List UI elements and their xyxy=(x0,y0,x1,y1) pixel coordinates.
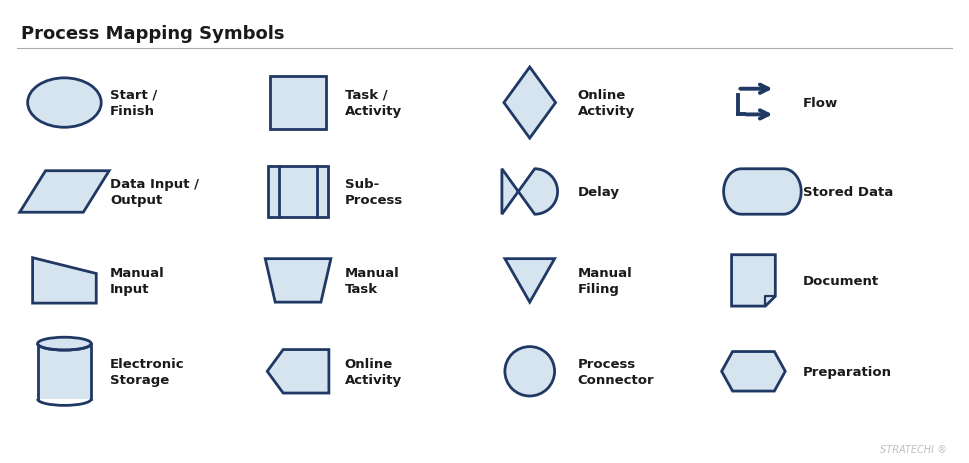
Bar xyxy=(268,166,328,218)
Polygon shape xyxy=(724,169,801,215)
Text: Flow: Flow xyxy=(803,97,838,110)
Polygon shape xyxy=(266,259,330,302)
Text: Task /
Activity: Task / Activity xyxy=(345,88,402,118)
Ellipse shape xyxy=(28,79,101,128)
Ellipse shape xyxy=(38,338,91,350)
Text: Delay: Delay xyxy=(578,186,619,199)
Text: Online
Activity: Online Activity xyxy=(345,357,402,386)
Text: Start /
Finish: Start / Finish xyxy=(110,88,157,118)
Text: Data Input /
Output: Data Input / Output xyxy=(110,177,200,207)
Text: Sub-
Process: Sub- Process xyxy=(345,177,403,207)
Polygon shape xyxy=(504,68,555,139)
Text: Manual
Filing: Manual Filing xyxy=(578,266,632,295)
Polygon shape xyxy=(19,171,109,213)
Text: STRATECHI ®: STRATECHI ® xyxy=(881,444,948,454)
Polygon shape xyxy=(505,259,554,302)
Text: Process Mapping Symbols: Process Mapping Symbols xyxy=(20,25,284,43)
Bar xyxy=(38,344,91,399)
Text: Stored Data: Stored Data xyxy=(803,186,893,199)
Polygon shape xyxy=(33,258,96,303)
Polygon shape xyxy=(267,350,328,393)
Bar xyxy=(270,77,326,130)
Text: Document: Document xyxy=(803,274,879,287)
Text: Manual
Task: Manual Task xyxy=(345,266,399,295)
Text: Online
Activity: Online Activity xyxy=(578,88,635,118)
Text: Process
Connector: Process Connector xyxy=(578,357,654,386)
Ellipse shape xyxy=(505,347,554,396)
Polygon shape xyxy=(722,352,785,391)
Polygon shape xyxy=(732,255,775,307)
Text: Manual
Input: Manual Input xyxy=(110,266,165,295)
Polygon shape xyxy=(502,169,557,215)
Text: Preparation: Preparation xyxy=(803,365,892,378)
Text: Electronic
Storage: Electronic Storage xyxy=(110,357,185,386)
